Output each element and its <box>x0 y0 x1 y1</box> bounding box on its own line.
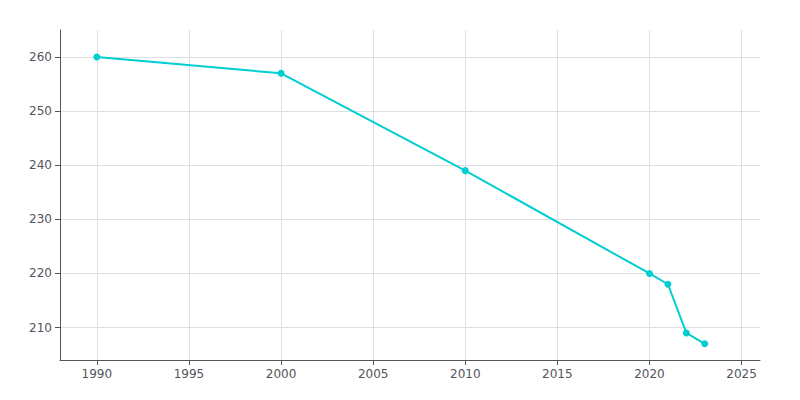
svg-text:2020: 2020 <box>634 367 665 381</box>
svg-text:210: 210 <box>29 321 52 335</box>
svg-text:1990: 1990 <box>82 367 113 381</box>
svg-text:2015: 2015 <box>542 367 573 381</box>
svg-text:1995: 1995 <box>174 367 205 381</box>
svg-text:250: 250 <box>29 104 52 118</box>
svg-text:240: 240 <box>29 158 52 172</box>
svg-text:2025: 2025 <box>726 367 757 381</box>
svg-text:230: 230 <box>29 212 52 226</box>
svg-text:220: 220 <box>29 266 52 280</box>
svg-text:2010: 2010 <box>450 367 481 381</box>
svg-text:260: 260 <box>29 50 52 64</box>
svg-text:2000: 2000 <box>266 367 297 381</box>
svg-text:2005: 2005 <box>358 367 389 381</box>
